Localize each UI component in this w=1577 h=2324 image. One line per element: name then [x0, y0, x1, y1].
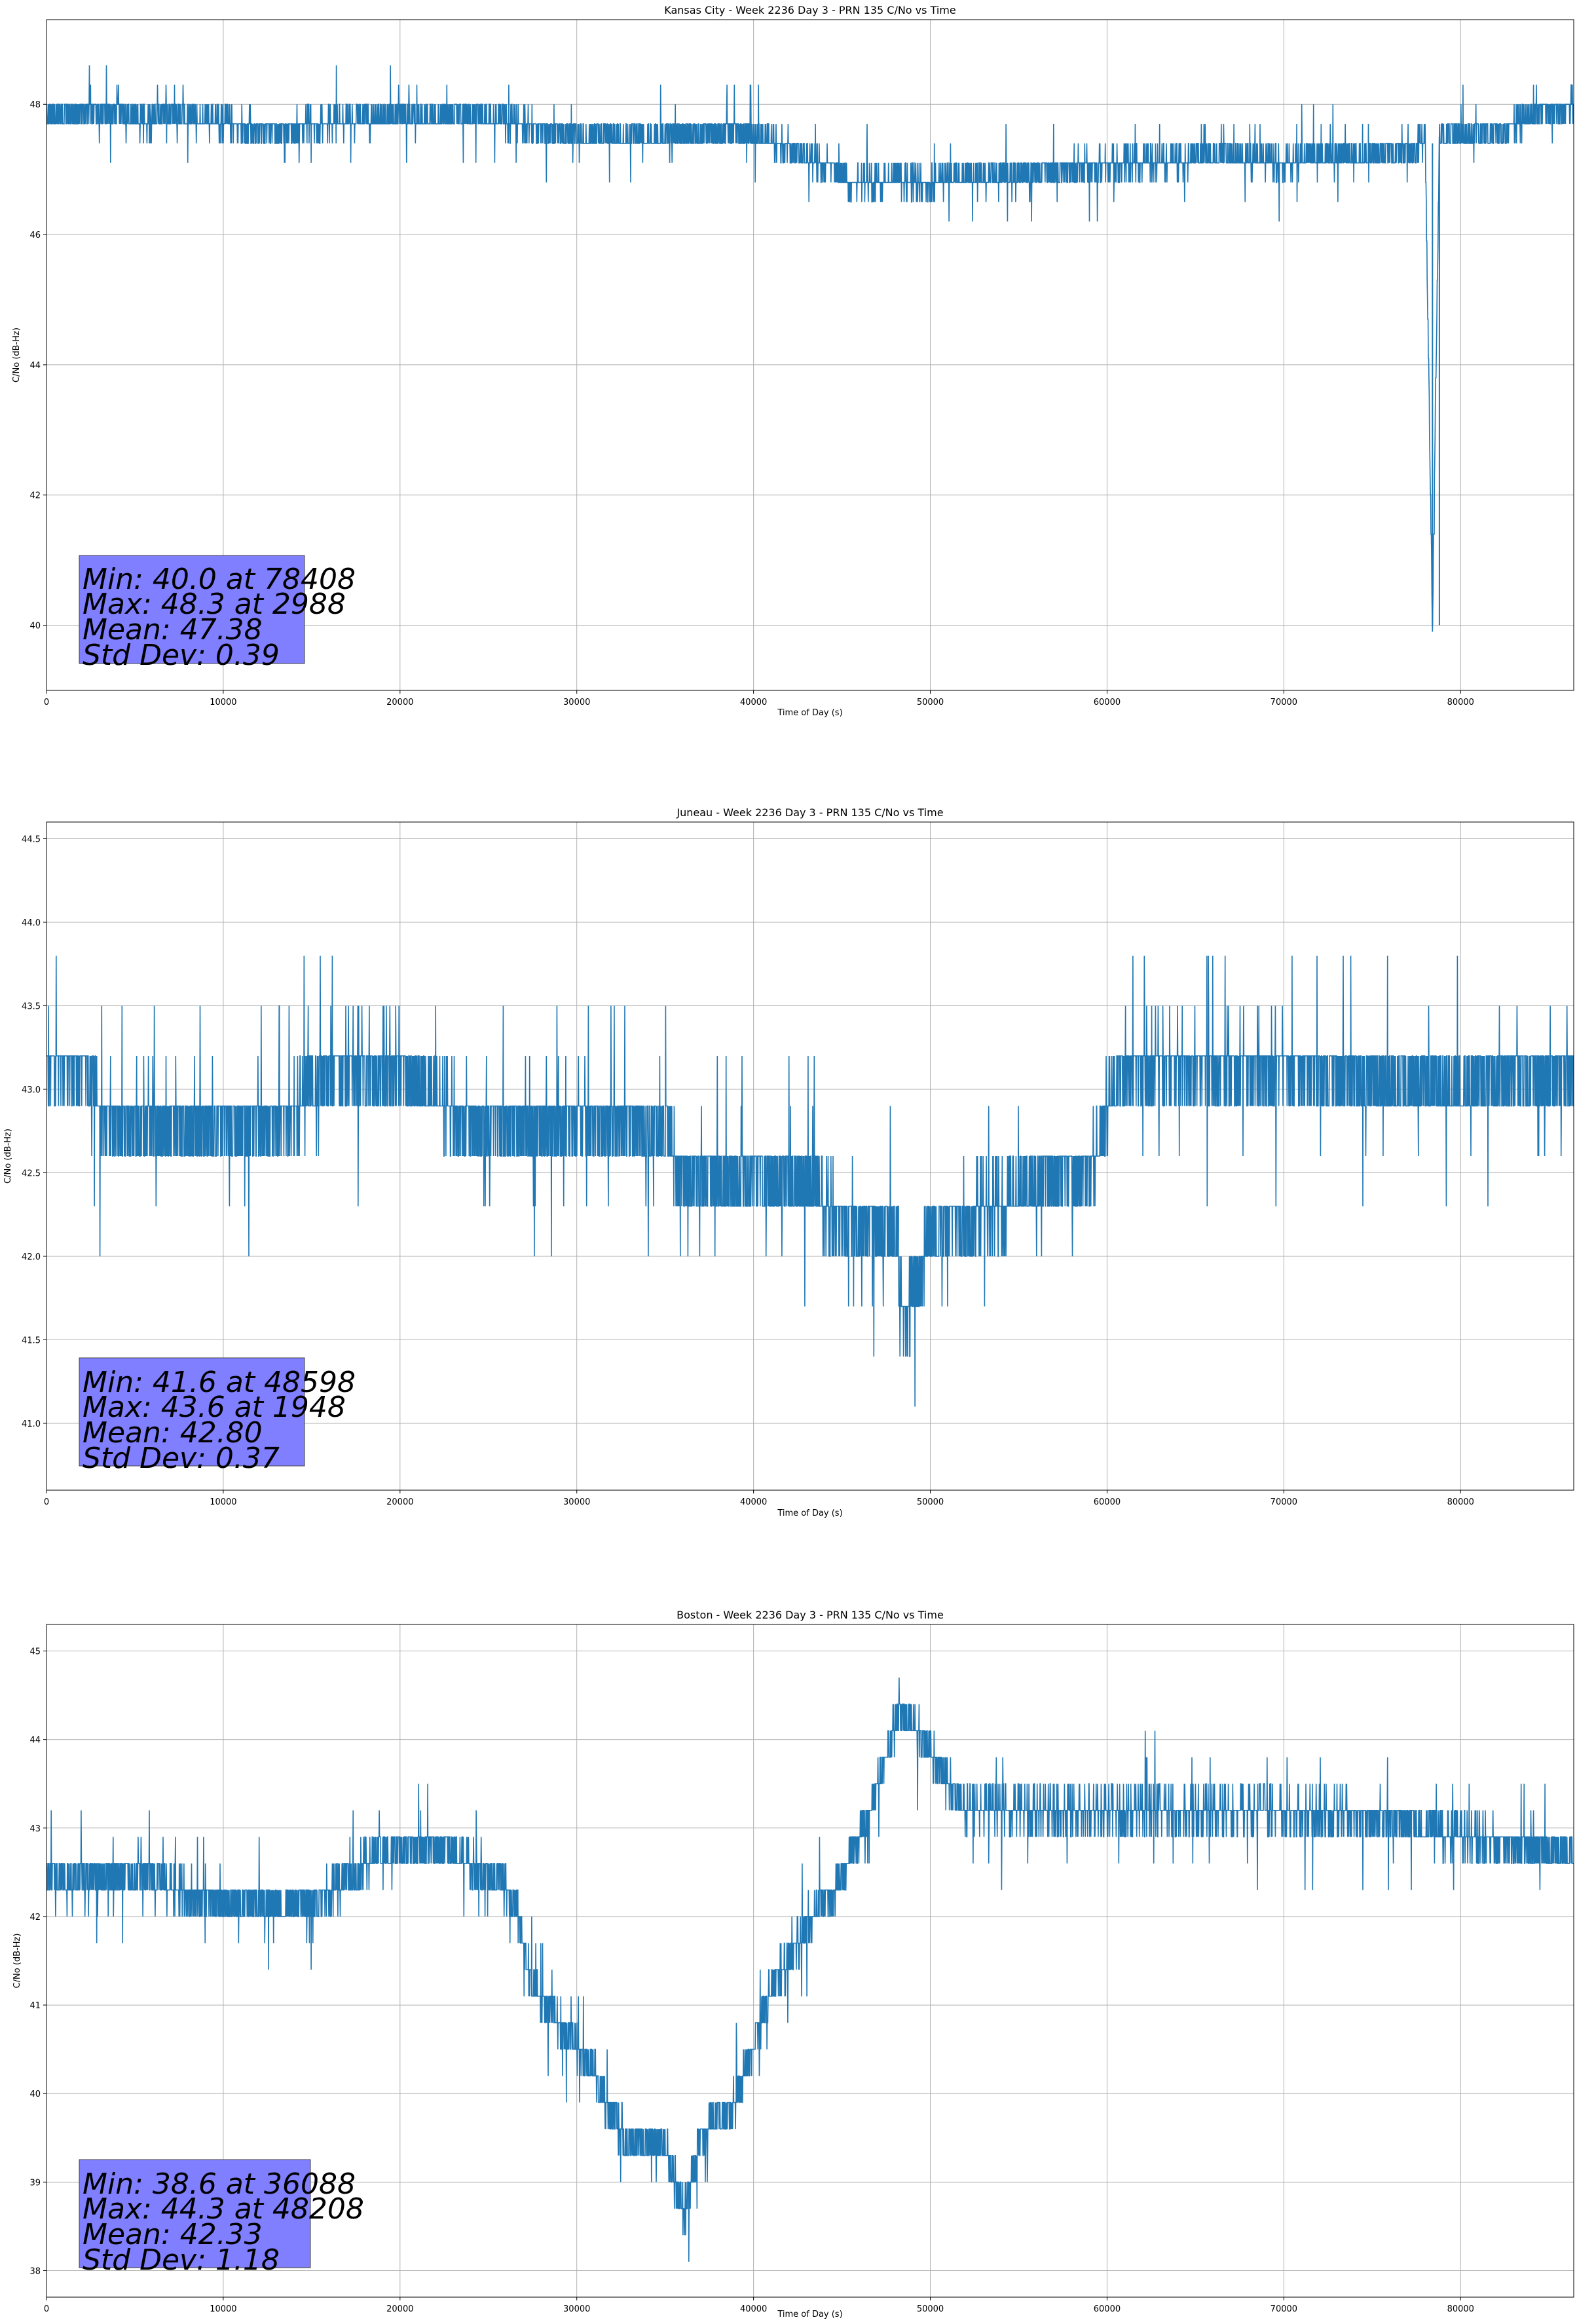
y-tick-label: 46	[29, 231, 41, 240]
stats-mean: Mean: 42.33	[83, 2218, 263, 2251]
x-tick-label: 60000	[1094, 2304, 1121, 2314]
chart-title: Kansas City - Week 2236 Day 3 - PRN 135 …	[664, 4, 955, 16]
x-tick-label: 20000	[386, 2304, 413, 2314]
stats-min: Min: 40.0 at 78408	[83, 563, 356, 596]
x-tick-label: 20000	[386, 698, 413, 707]
y-tick-label: 44	[29, 1736, 41, 1746]
x-tick-label: 80000	[1447, 1497, 1474, 1507]
x-tick-label: 10000	[210, 1497, 236, 1507]
chart-title: Juneau - Week 2236 Day 3 - PRN 135 C/No …	[676, 806, 943, 819]
stats-min: Min: 38.6 at 36088	[83, 2167, 356, 2201]
x-tick-label: 60000	[1094, 698, 1121, 707]
stats-annotation: Min: 40.0 at 78408 Max: 48.3 at 2988 Mea…	[79, 555, 356, 672]
axes-frame	[46, 1624, 1574, 2298]
y-tick-label: 48	[29, 100, 41, 110]
y-tick-label: 42.5	[22, 1169, 41, 1179]
y-tick-label: 43.5	[22, 1002, 41, 1012]
series-line	[46, 1677, 1574, 2262]
y-tick-label: 44	[29, 361, 41, 371]
stats-std-dev: Std Dev: 0.39	[83, 639, 280, 672]
y-tick-label: 41	[29, 2001, 41, 2011]
y-tick-label: 42	[29, 1913, 41, 1922]
y-tick-label: 42.0	[22, 1252, 41, 1262]
chart-panel-boston: Boston - Week 2236 Day 3 - PRN 135 C/No …	[12, 1609, 1574, 2319]
stats-annotation: Min: 41.6 at 48598 Max: 43.6 at 1948 Mea…	[79, 1357, 356, 1475]
stats-std-dev: Std Dev: 0.37	[83, 1442, 280, 1475]
x-tick-label: 70000	[1271, 698, 1297, 707]
series-line	[46, 65, 1574, 632]
x-tick-label: 20000	[386, 1497, 413, 1507]
x-tick-label: 50000	[917, 698, 944, 707]
y-tick-label: 43	[29, 1824, 41, 1834]
stats-max: Max: 43.6 at 1948	[83, 1391, 346, 1424]
stats-max: Max: 48.3 at 2988	[83, 588, 346, 621]
series-line	[46, 955, 1574, 1407]
x-tick-label: 40000	[740, 698, 767, 707]
x-tick-label: 30000	[563, 1497, 590, 1507]
stats-std-dev: Std Dev: 1.18	[83, 2243, 280, 2277]
axis-ticks: 0 10000 20000 30000 40000 50000 60000 70000 8000…	[29, 100, 1474, 707]
y-tick-label: 39	[29, 2178, 41, 2188]
x-tick-label: 10000	[210, 2304, 236, 2314]
stats-mean: Mean: 47.38	[83, 613, 263, 647]
y-tick-label: 40	[29, 2090, 41, 2099]
x-tick-label: 0	[44, 2304, 49, 2314]
x-tick-label: 80000	[1447, 698, 1474, 707]
x-tick-label: 0	[44, 1497, 49, 1507]
stats-annotation: Min: 38.6 at 36088 Max: 44.3 at 48208 Me…	[79, 2159, 364, 2277]
y-tick-label: 40	[29, 622, 41, 631]
x-tick-label: 30000	[563, 2304, 590, 2314]
y-tick-label: 45	[29, 1647, 41, 1657]
x-tick-label: 30000	[563, 698, 590, 707]
y-axis-label: C/No (dB-Hz)	[12, 1934, 22, 1989]
stats-min: Min: 41.6 at 48598	[83, 1366, 356, 1399]
x-tick-label: 10000	[210, 698, 236, 707]
stats-annotation-background	[79, 2159, 311, 2268]
x-tick-label: 70000	[1271, 1497, 1297, 1507]
stats-annotation-background	[79, 555, 305, 664]
x-tick-label: 0	[44, 698, 49, 707]
y-tick-label: 42	[29, 491, 41, 501]
x-axis-label: Time of Day (s)	[777, 2310, 842, 2319]
x-axis-label: Time of Day (s)	[777, 1509, 842, 1518]
x-tick-label: 40000	[740, 1497, 767, 1507]
x-axis-label: Time of Day (s)	[777, 708, 842, 718]
x-tick-label: 40000	[740, 2304, 767, 2314]
stats-annotation-background	[79, 1357, 305, 1467]
axis-ticks: 0 10000 20000 30000 40000 50000 60000 70000 8000…	[22, 835, 1474, 1508]
stats-max: Max: 44.3 at 48208	[83, 2192, 364, 2226]
chart-panel-juneau: Juneau - Week 2236 Day 3 - PRN 135 C/No …	[3, 806, 1574, 1518]
y-tick-label: 41.5	[22, 1336, 41, 1346]
y-axis-label: C/No (dB-Hz)	[12, 328, 22, 383]
y-tick-label: 43.0	[22, 1085, 41, 1095]
y-tick-label: 41.0	[22, 1419, 41, 1429]
y-tick-label: 44.0	[22, 918, 41, 928]
y-axis-label: C/No (dB-Hz)	[3, 1129, 13, 1184]
axes-frame	[46, 821, 1574, 1491]
axis-ticks: 0 10000 20000 30000 40000 50000 60000 70000 8000…	[29, 1647, 1474, 2314]
y-tick-label: 44.5	[22, 835, 41, 845]
x-tick-label: 80000	[1447, 2304, 1474, 2314]
x-tick-label: 50000	[917, 2304, 944, 2314]
chart-title: Boston - Week 2236 Day 3 - PRN 135 C/No …	[677, 1609, 944, 1621]
x-tick-label: 50000	[917, 1497, 944, 1507]
chart-panel-kansas-city: Kansas City - Week 2236 Day 3 - PRN 135 …	[12, 4, 1574, 718]
axes-frame	[46, 19, 1574, 691]
data-series-plot	[46, 955, 1574, 1407]
stats-mean: Mean: 42.80	[83, 1416, 263, 1450]
y-tick-label: 38	[29, 2266, 41, 2276]
data-series-plot	[46, 65, 1574, 632]
x-tick-label: 60000	[1094, 1497, 1121, 1507]
data-series-plot	[46, 1677, 1574, 2262]
x-tick-label: 70000	[1271, 2304, 1297, 2314]
